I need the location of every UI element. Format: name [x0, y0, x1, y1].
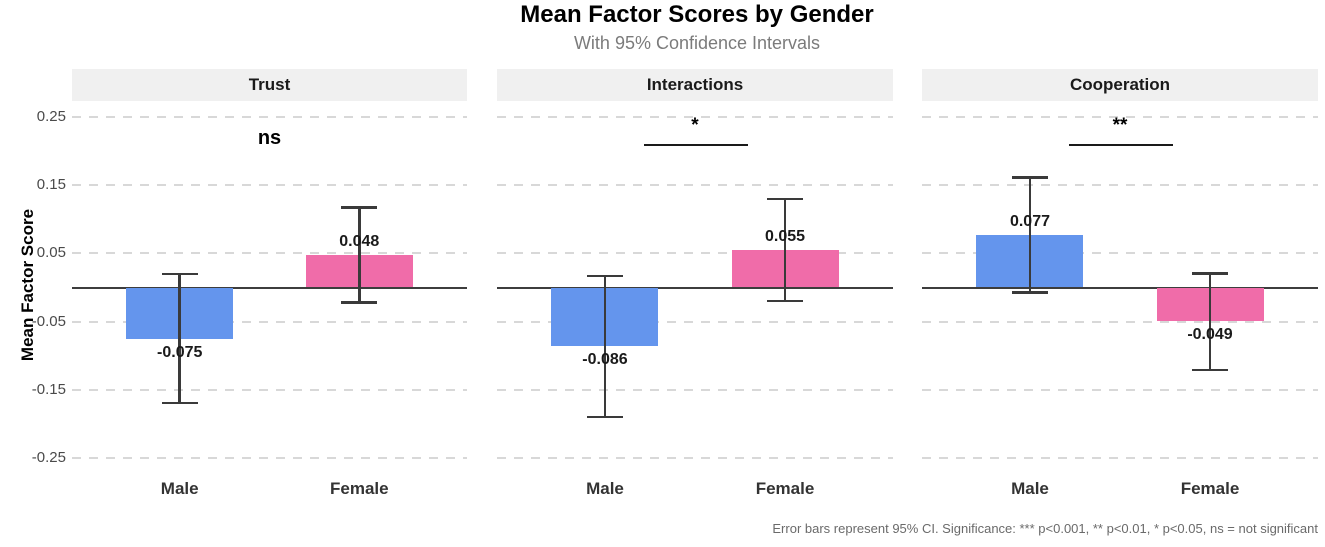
facet-strip: Cooperation	[922, 69, 1318, 101]
error-bar-cap-top	[1192, 272, 1228, 275]
facet-strip: Trust	[72, 69, 467, 101]
y-tick-label: 0.15	[36, 176, 66, 194]
bar-value-label: -0.086	[582, 351, 628, 369]
x-axis-label: Female	[329, 479, 389, 498]
facet-panel: 0.077 -0.049 **	[922, 101, 1318, 467]
y-tick-label: -0.15	[31, 380, 66, 398]
gridline	[497, 457, 893, 459]
gridline	[497, 388, 893, 391]
gridline	[922, 252, 1318, 255]
gridline	[497, 116, 893, 118]
chart-title: Mean Factor Scores by Gender	[520, 1, 874, 28]
error-bar-line	[178, 273, 181, 404]
significance-label: *	[691, 115, 699, 136]
y-tick-label: 0.25	[36, 108, 66, 125]
gridline	[72, 320, 467, 323]
significance-label: ns	[257, 127, 282, 149]
error-bar-cap-bottom	[1011, 291, 1048, 294]
y-tick-label: 0.05	[36, 244, 66, 262]
gridline	[497, 252, 893, 255]
significance-line	[1068, 144, 1174, 146]
error-bar-cap-bottom	[767, 299, 803, 303]
facet-panel: -0.075 0.048 ns	[72, 101, 467, 467]
error-bar-cap-bottom	[341, 301, 378, 304]
x-axis-label: Male	[1011, 479, 1049, 498]
gridline	[72, 116, 467, 118]
y-axis-title: Mean Factor Score	[18, 208, 37, 362]
y-tick-label: -0.25	[31, 449, 66, 466]
bar-value-label: -0.049	[1187, 325, 1233, 343]
error-bar-cap-top	[161, 272, 198, 276]
x-axis-label: Female	[755, 479, 815, 498]
gridline	[497, 184, 893, 187]
zero-line	[497, 286, 893, 289]
gridline	[497, 320, 893, 323]
facet-strip: Interactions	[497, 69, 893, 101]
facet-panel: -0.086 0.055 *	[497, 101, 893, 467]
x-axis-label: Male	[586, 479, 624, 498]
gridline	[922, 457, 1318, 459]
significance-label: **	[1112, 115, 1128, 136]
zero-line	[72, 286, 467, 289]
error-bar-line	[603, 275, 607, 418]
error-bar-cap-top	[1011, 176, 1048, 179]
bar-value-label: 0.055	[764, 227, 806, 245]
chart-subtitle: With 95% Confidence Intervals	[573, 33, 821, 53]
gridline	[72, 184, 467, 187]
error-bar-cap-bottom	[1192, 368, 1228, 372]
zero-line	[922, 286, 1318, 289]
bar-value-label: 0.048	[339, 232, 380, 250]
gridline	[922, 116, 1318, 118]
error-bar-line	[783, 198, 787, 302]
y-tick-label: -0.05	[31, 312, 66, 330]
bar-value-label: -0.075	[157, 343, 203, 361]
gridline	[922, 320, 1318, 323]
error-bar-line	[1028, 177, 1032, 293]
bar-value-label: 0.077	[1009, 212, 1050, 230]
error-bar-cap-top	[586, 274, 623, 278]
gridline	[72, 388, 467, 391]
error-bar-cap-bottom	[161, 401, 198, 405]
error-bar-cap-top	[767, 197, 803, 201]
error-bar-cap-top	[341, 206, 378, 209]
gridline	[922, 388, 1318, 391]
error-bar-line	[358, 207, 361, 303]
error-bar-line	[1208, 273, 1212, 371]
gridline	[72, 252, 467, 255]
x-axis-label: Female	[1180, 479, 1240, 498]
gridline	[72, 457, 467, 459]
error-bar-cap-bottom	[586, 415, 623, 419]
chart-caption: Error bars represent 95% CI. Significanc…	[772, 521, 1318, 536]
significance-line	[643, 144, 749, 146]
x-axis-label: Male	[160, 479, 199, 498]
gridline	[922, 184, 1318, 187]
